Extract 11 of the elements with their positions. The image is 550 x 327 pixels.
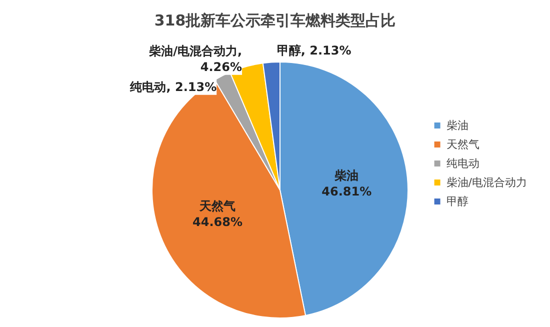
chart-title: 318批新车公示牵引车燃料类型占比 xyxy=(154,12,396,30)
legend-label: 柴油/电混合动力 xyxy=(446,176,528,189)
legend-label: 纯电动 xyxy=(446,157,480,170)
data-label: 柴油 46.81% xyxy=(322,168,372,198)
data-label: 柴油/电混合动力, 4.26% xyxy=(148,44,242,74)
data-label: 天然气 44.68% xyxy=(192,199,242,230)
data-label: 纯电动, 2.13% xyxy=(129,80,217,94)
legend-label: 甲醇 xyxy=(446,195,468,208)
legend-label: 柴油 xyxy=(446,119,468,132)
data-label: 甲醇, 2.13% xyxy=(276,43,352,58)
legend-label: 天然气 xyxy=(446,138,480,151)
